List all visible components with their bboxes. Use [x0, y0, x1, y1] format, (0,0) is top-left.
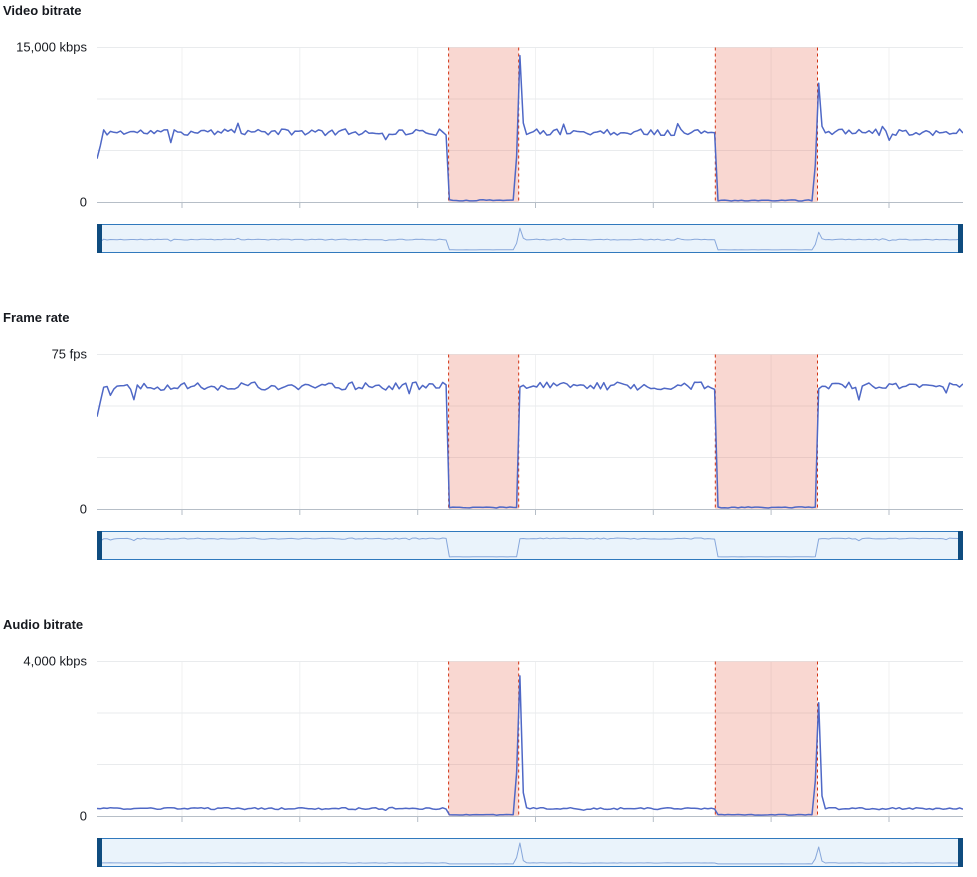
y-axis: 4,000 kbps 0: [0, 654, 97, 824]
brush-handle-right[interactable]: [958, 838, 963, 867]
stream-metrics-panel: Video bitrate 15,000 kbps 0 Frame rate 7…: [0, 3, 977, 867]
plot-column: [97, 354, 963, 560]
brush-series-line: [97, 537, 963, 558]
chart-section-audio-bitrate: Audio bitrate 4,000 kbps 0: [0, 617, 977, 867]
brush-handle-left[interactable]: [97, 531, 102, 560]
y-axis-max-label: 75 fps: [51, 346, 87, 362]
chart-title: Frame rate: [3, 310, 70, 325]
video-bitrate-chart: [97, 47, 963, 208]
plot-column: [97, 661, 963, 867]
brush-handle-left[interactable]: [97, 838, 102, 867]
y-axis-max-label: 15,000 kbps: [16, 39, 87, 55]
anomaly-region: [448, 47, 519, 203]
plot-column: [97, 47, 963, 253]
anomaly-region: [715, 354, 818, 510]
frame-rate-range-slider[interactable]: [97, 531, 963, 560]
y-axis-max-label: 4,000 kbps: [23, 653, 87, 669]
chart-title: Audio bitrate: [3, 617, 84, 632]
chart-row: 75 fps 0: [0, 347, 977, 560]
anomaly-region: [448, 354, 519, 510]
chart-section-video-bitrate: Video bitrate 15,000 kbps 0: [0, 3, 977, 253]
y-axis: 75 fps 0: [0, 347, 97, 517]
brush-handle-right[interactable]: [958, 224, 963, 253]
brush-series-line: [97, 227, 963, 251]
audio-bitrate-chart: [97, 661, 963, 822]
y-axis-min-label: 0: [79, 808, 87, 824]
anomaly-region: [715, 47, 818, 203]
brush-series-line: [97, 842, 963, 865]
anomaly-region: [448, 661, 519, 817]
chart-row: 4,000 kbps 0: [0, 654, 977, 867]
brush-handle-right[interactable]: [958, 531, 963, 560]
brush-handle-left[interactable]: [97, 224, 102, 253]
y-axis: 15,000 kbps 0: [0, 40, 97, 210]
y-axis-min-label: 0: [79, 194, 87, 210]
series-line: [97, 675, 963, 816]
chart-title: Video bitrate: [3, 3, 82, 18]
series-line: [97, 381, 963, 509]
audio-bitrate-range-slider[interactable]: [97, 838, 963, 867]
anomaly-region: [715, 661, 818, 817]
chart-section-frame-rate: Frame rate 75 fps 0: [0, 310, 977, 560]
chart-row: 15,000 kbps 0: [0, 40, 977, 253]
video-bitrate-range-slider[interactable]: [97, 224, 963, 253]
frame-rate-chart: [97, 354, 963, 515]
series-line: [97, 54, 963, 202]
y-axis-min-label: 0: [79, 501, 87, 517]
